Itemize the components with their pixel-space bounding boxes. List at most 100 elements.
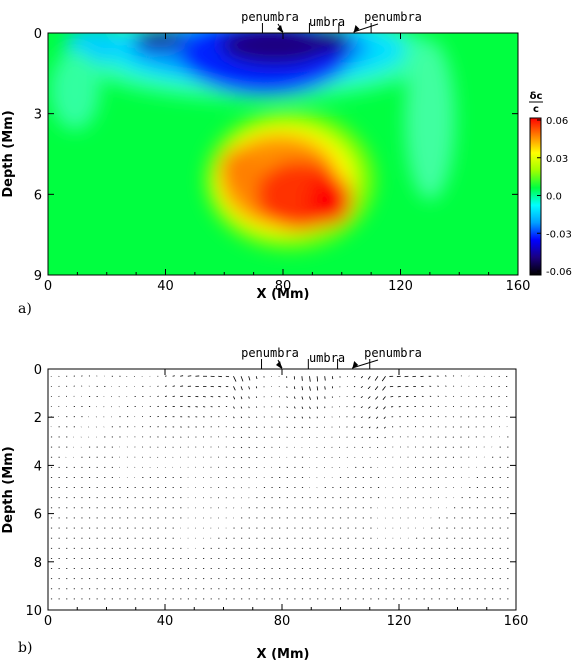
flow-vector [353,385,356,388]
flow-vector [360,386,363,389]
flow-vector [376,426,379,429]
flow-vector [256,446,258,449]
flow-vector [360,375,364,379]
y-tick-label: 10 [25,604,42,619]
flow-vector [374,386,379,391]
flow-vector [361,436,363,439]
annotation-penumbra-right: penumbra [364,10,422,24]
flow-vector [233,376,237,382]
y-tick-label: 3 [34,108,42,123]
colorbar: δc c 0.06 0.03 0.0 -0.03 -0.06 [529,91,572,278]
flow-vector [361,446,363,448]
flow-vector [263,406,265,408]
annotation-arrowhead [277,25,283,33]
panel-a: 0 40 80 120 160 0 3 6 9 a) X (Mm) Depth (Mm) pen… [1,10,530,317]
annotation-penumbra-right: penumbra [364,346,422,360]
vector-field-b [50,375,509,600]
flow-vector [240,426,243,429]
flow-vector [301,416,304,419]
flow-vector [309,376,311,382]
flow-vector [271,426,273,428]
flow-vector [240,396,243,400]
flow-vector [309,386,311,391]
flow-vector [368,416,371,419]
axes-b: 0 40 80 120 160 0 2 4 6 8 10 [25,363,528,629]
axes-a: 0 40 80 120 160 0 3 6 9 [34,27,531,294]
flow-vector [248,386,250,390]
flow-vector [293,396,296,399]
flow-vector [360,396,363,398]
y-tick-label: 0 [34,363,42,378]
flow-vector [374,376,379,381]
flow-vector [324,386,326,390]
flow-vector [301,386,304,391]
annotations-b: penumbra umbra penumbra [241,346,422,369]
x-tick-label: 80 [275,279,292,294]
flow-vector [240,436,243,439]
y-tick-label: 6 [34,508,42,523]
flow-vector [271,416,273,418]
y-tick-label: 2 [34,411,42,426]
flow-vector [323,446,325,448]
flow-vector [301,426,303,429]
colorbar-tick-label: -0.06 [546,267,572,278]
flow-vector [383,406,386,410]
colorbar-tick-label: 0.03 [546,154,568,165]
flow-vector [248,446,250,449]
x-axis-label-a: X (Mm) [257,287,310,302]
flow-vector [233,386,236,391]
flow-vector [278,426,281,428]
y-tick-label: 6 [34,188,42,203]
colorbar-bar [529,117,542,276]
flow-vector [248,406,250,409]
flow-vector [375,406,379,410]
y-tick-label: 8 [34,556,42,571]
x-tick-label: 80 [274,614,291,629]
flow-vector [498,375,500,378]
flow-vector [286,426,288,428]
flow-vector [255,416,258,418]
annotation-arrowhead [352,361,359,369]
flow-vector [255,376,258,380]
flow-vector [375,396,379,400]
y-axis-label-b: Depth (Mm) [1,446,16,533]
flow-vector [240,386,243,391]
flow-vector [368,426,371,429]
flow-vector [384,446,386,449]
flow-vector [367,386,371,390]
flow-vector [369,446,371,449]
flow-vector [361,426,363,429]
flow-vector [505,375,508,378]
flow-vector [367,376,371,380]
y-axis-label-a: Depth (Mm) [1,110,16,197]
flow-vector [382,396,386,401]
flow-vector [452,375,455,377]
flow-vector [309,416,311,419]
flow-vector [286,416,288,419]
flow-vector [353,426,356,428]
flow-vector [316,396,319,400]
annotation-umbra: umbra [309,351,345,365]
flow-vector [376,446,379,449]
colorbar-label-bottom: c [533,104,539,115]
flow-vector [248,436,250,439]
flow-vector [384,436,386,439]
flow-vector [233,436,235,439]
flow-vector [278,396,280,398]
flow-vector [293,426,296,429]
flow-vector [263,416,265,418]
flow-vector [382,386,386,391]
y-tick-label: 4 [34,459,42,474]
flow-vector [353,375,356,378]
panel-a-label: a) [18,301,32,317]
flow-vector [240,416,243,419]
flow-vector [248,396,250,399]
flow-vector [233,396,236,400]
flow-vector [353,436,356,438]
flow-vector [248,426,250,429]
flow-vector [331,376,334,380]
flow-vector [383,416,386,419]
flow-vector [240,406,243,409]
flow-vector [240,446,243,449]
